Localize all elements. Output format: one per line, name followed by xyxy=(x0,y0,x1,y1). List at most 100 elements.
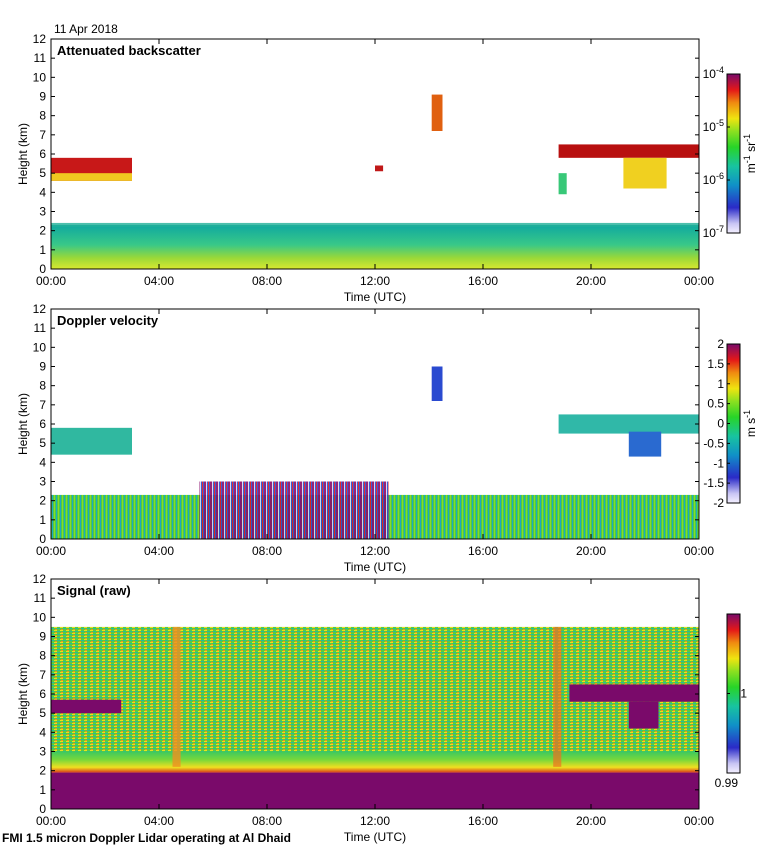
y-tick-label: 9 xyxy=(39,630,46,644)
x-tick-label: 12:00 xyxy=(360,544,390,558)
velocity-cloud xyxy=(558,414,699,434)
colorbar-tick-label: -1 xyxy=(713,456,724,470)
x-tick-label: 00:00 xyxy=(36,274,66,288)
colorbar-tick-label: 10-5 xyxy=(703,118,724,134)
x-tick-label: 20:00 xyxy=(576,274,606,288)
x-tick-label: 00:00 xyxy=(36,544,66,558)
colorbar: 10-4 10-5 10-6 10-7 m-1 sr-1 xyxy=(703,65,758,240)
x-tick-label: 04:00 xyxy=(144,274,174,288)
x-tick-label: 16:00 xyxy=(468,274,498,288)
velocity-high-cloud xyxy=(431,366,443,401)
y-tick-label: 7 xyxy=(39,668,46,682)
y-tick-label: 6 xyxy=(39,147,46,161)
panel-title: Signal (raw) xyxy=(57,583,131,598)
backscatter-high-cloud xyxy=(431,94,443,131)
y-tick-label: 12 xyxy=(33,302,47,316)
x-tick-label: 08:00 xyxy=(252,814,282,828)
x-axis-label: Time (UTC) xyxy=(344,560,406,574)
x-tick-label: 00:00 xyxy=(684,544,714,558)
y-tick-label: 8 xyxy=(39,379,46,393)
y-tick-label: 9 xyxy=(39,360,46,374)
signal-surface-layer xyxy=(51,772,699,809)
y-tick-label: 12 xyxy=(33,32,47,46)
backscatter-boundary-layer xyxy=(51,224,699,269)
x-tick-label: 04:00 xyxy=(144,814,174,828)
y-tick-label: 5 xyxy=(39,436,46,450)
colorbar-tick-label: -0.5 xyxy=(703,436,724,450)
colorbar-tick-label: 1.5 xyxy=(707,357,724,371)
y-tick-label: 8 xyxy=(39,649,46,663)
x-tick-label: 00:00 xyxy=(684,814,714,828)
y-tick-label: 11 xyxy=(34,51,47,65)
colorbar-gradient xyxy=(726,73,741,234)
y-tick-label: 1 xyxy=(39,513,46,527)
y-tick-label: 11 xyxy=(34,591,47,605)
backscatter-streak xyxy=(558,173,567,195)
y-axis-label: Height (km) xyxy=(16,393,30,455)
colorbar-tick-label: 0.99 xyxy=(715,776,739,790)
colorbar-tick-label: 10-6 xyxy=(703,171,724,187)
backscatter-elevated-layer-base xyxy=(51,173,132,181)
y-tick-label: 0 xyxy=(39,262,46,276)
colorbar-unit-label: m s-1 xyxy=(742,410,758,437)
backscatter-speck xyxy=(375,165,384,172)
velocity-elevated-layer xyxy=(51,427,132,455)
y-tick-label: 6 xyxy=(39,417,46,431)
panel-title: Doppler velocity xyxy=(57,313,159,328)
x-tick-label: 16:00 xyxy=(468,544,498,558)
date-label: 11 Apr 2018 xyxy=(54,22,118,36)
y-tick-label: 0 xyxy=(39,802,46,816)
x-tick-label: 16:00 xyxy=(468,814,498,828)
y-tick-label: 9 xyxy=(39,90,46,104)
panel-title: Attenuated backscatter xyxy=(57,43,201,58)
y-tick-label: 10 xyxy=(33,340,47,354)
colorbar-tick-label: 10-4 xyxy=(703,65,724,81)
colorbar: 2 1.5 1 0.5 0 -0.5 -1 -1.5 -2 m s-1 xyxy=(703,337,758,510)
backscatter-cloud-tail xyxy=(623,157,667,189)
y-axis-label: Height (km) xyxy=(16,123,30,185)
y-tick-label: 4 xyxy=(39,455,46,469)
y-tick-label: 3 xyxy=(39,475,46,489)
colorbar-tick-label: 0.5 xyxy=(707,397,724,411)
signal-elevated-layer xyxy=(51,699,122,714)
y-tick-label: 10 xyxy=(33,610,47,624)
velocity-cloud-tail xyxy=(628,431,662,457)
colorbar-tick-label: -2 xyxy=(713,496,724,510)
colorbar-tick-label: 2 xyxy=(717,337,724,351)
y-tick-label: 6 xyxy=(39,687,46,701)
x-tick-label: 20:00 xyxy=(576,814,606,828)
y-tick-label: 5 xyxy=(39,706,46,720)
y-tick-label: 4 xyxy=(39,725,46,739)
footer-caption: FMI 1.5 micron Doppler Lidar operating a… xyxy=(2,831,291,845)
colorbar-unit-label: m-1 sr-1 xyxy=(742,134,758,173)
x-tick-label: 00:00 xyxy=(684,274,714,288)
y-tick-label: 2 xyxy=(39,494,46,508)
x-tick-label: 00:00 xyxy=(36,814,66,828)
y-tick-label: 4 xyxy=(39,185,46,199)
colorbar-tick-label: -1.5 xyxy=(703,476,724,490)
colorbar-tick-label: 10-7 xyxy=(703,224,724,240)
y-tick-label: 10 xyxy=(33,70,47,84)
y-tick-label: 7 xyxy=(39,128,46,142)
signal-streak-19 xyxy=(553,626,562,767)
x-axis-label: Time (UTC) xyxy=(344,830,406,844)
y-tick-label: 11 xyxy=(34,321,47,335)
colorbar: 10.99 xyxy=(715,613,747,790)
backscatter-cloud xyxy=(558,144,699,158)
colorbar-tick-label: 0 xyxy=(717,417,724,431)
y-tick-label: 12 xyxy=(33,572,47,586)
x-tick-label: 08:00 xyxy=(252,544,282,558)
y-tick-label: 5 xyxy=(39,166,46,180)
y-axis-label: Height (km) xyxy=(16,663,30,725)
x-tick-label: 12:00 xyxy=(360,814,390,828)
x-axis-label: Time (UTC) xyxy=(344,290,406,304)
y-tick-label: 1 xyxy=(39,243,46,257)
velocity-convective-region xyxy=(199,481,389,539)
heatmap-area xyxy=(51,94,699,269)
signal-cloud xyxy=(569,684,699,702)
y-tick-label: 3 xyxy=(39,745,46,759)
